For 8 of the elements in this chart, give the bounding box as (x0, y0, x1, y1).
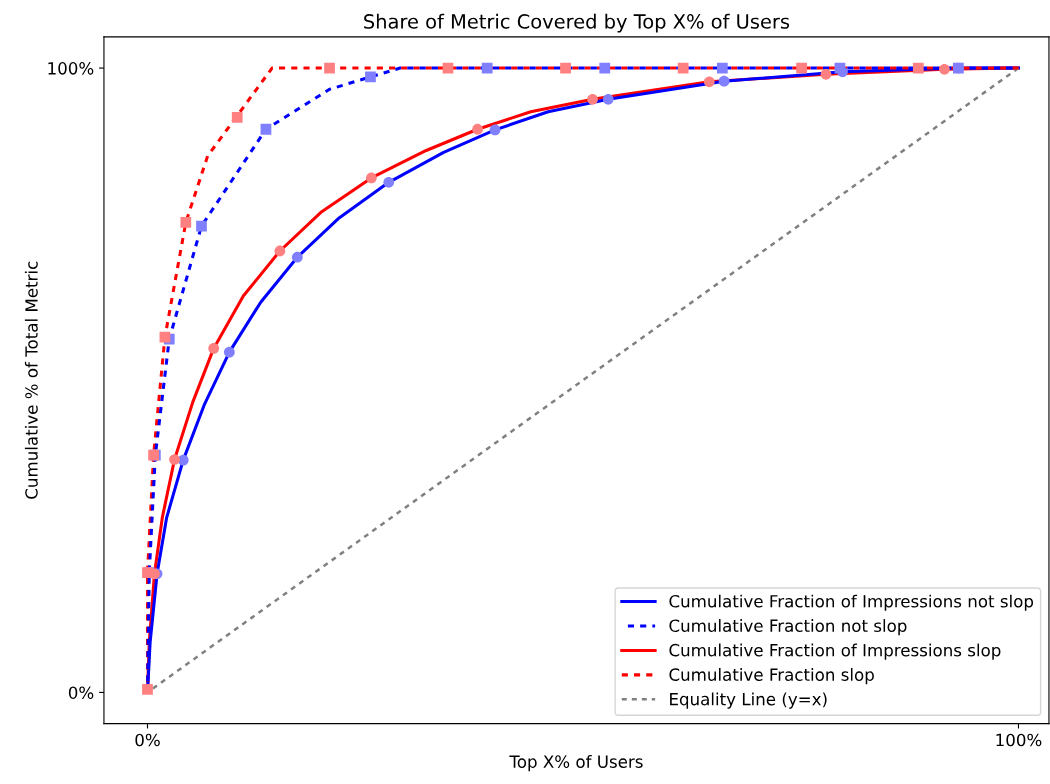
legend-label: Cumulative Fraction not slop (669, 619, 907, 636)
legend-label: Equality Line (y=x) (670, 692, 827, 709)
chart-title: Share of Metric Covered by Top X% of Users (364, 13, 790, 33)
legend-label: Cumulative Fraction of Impressions slop (669, 643, 1001, 660)
legend-label: Cumulative Fraction of Impressions not slop (669, 594, 1034, 611)
legend-label: Cumulative Fraction slop (669, 668, 874, 685)
y-axis-title: Cumulative % of Total Metric (24, 261, 38, 499)
x-axis-title: Top X% of Users (509, 755, 643, 772)
